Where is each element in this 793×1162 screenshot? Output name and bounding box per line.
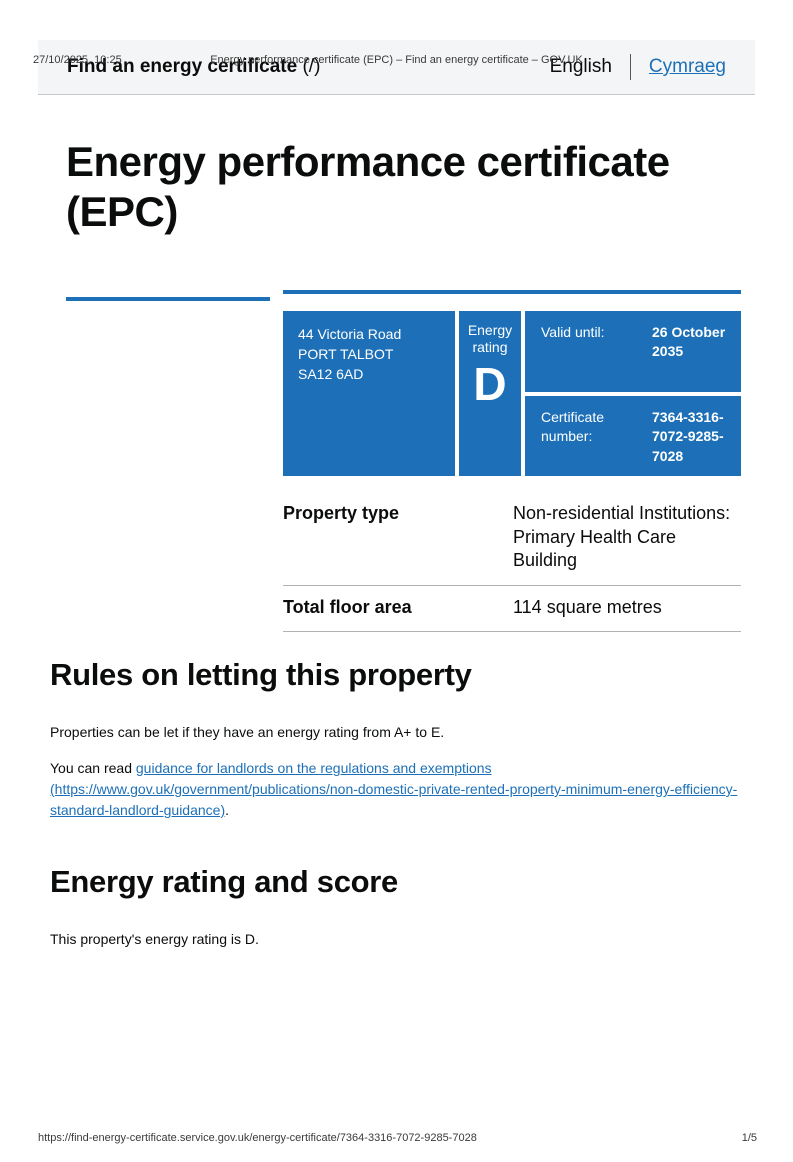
address-line-1: 44 Victoria Road <box>298 325 402 342</box>
property-facts-table: Property type Non-residential Institutio… <box>283 492 741 632</box>
summary-area: 44 Victoria Road PORT TALBOT SA12 6AD En… <box>66 289 755 632</box>
contents-column <box>66 290 270 632</box>
score-paragraph: This property's energy rating is D. <box>50 931 259 948</box>
property-type-label: Property type <box>283 503 400 524</box>
print-header: 27/10/2025, 10:25 Energy performance cer… <box>33 54 760 68</box>
service-name-label: Find an energy certificate <box>67 56 298 77</box>
certificate-number-row: Certificate number: 7364-3316-7072-9285-… <box>525 395 741 477</box>
language-divider <box>629 54 631 80</box>
contents-top-rule <box>66 296 270 301</box>
print-footer-url: https://find-energy-certificate.service.… <box>38 1132 477 1144</box>
service-name-href-note: (/) <box>302 56 321 77</box>
table-row: Property type Non-residential Institutio… <box>283 492 741 586</box>
language-cymraeg-link[interactable]: Cymraeg <box>648 56 726 77</box>
service-header: Find an energy certificate (/) English C… <box>38 40 755 95</box>
rules-paragraph-2: You can read guidance for landlords on t… <box>50 758 742 821</box>
print-document-title: Energy performance certificate (EPC) – F… <box>210 54 583 66</box>
service-name-link[interactable]: Find an energy certificate (/) <box>67 56 320 78</box>
table-row: Total floor area 114 square metres <box>283 586 741 632</box>
address-line-2: PORT TALBOT <box>298 346 394 363</box>
certificate-summary-box: 44 Victoria Road PORT TALBOT SA12 6AD En… <box>283 310 741 477</box>
property-type-value: Non-residential Institutions: Primary He… <box>513 503 731 571</box>
certificate-number-value: 7364-3316-7072-9285-7028 <box>652 408 724 464</box>
valid-until-row: Valid until: 26 October 2035 <box>525 310 741 392</box>
rules-section-heading: Rules on letting this property <box>50 656 472 692</box>
landlord-guidance-link[interactable]: guidance for landlords on the regulation… <box>50 760 738 818</box>
certificate-address: 44 Victoria Road PORT TALBOT SA12 6AD <box>283 310 455 477</box>
energy-rating-label: Energy rating <box>467 321 513 356</box>
energy-rating-value: D <box>473 357 507 410</box>
total-floor-area-value: 114 square metres <box>513 596 662 617</box>
rules-on-letting-section: Rules on letting this property Propertie… <box>50 656 742 821</box>
score-section-heading: Energy rating and score <box>50 864 398 899</box>
language-switch: English Cymraeg <box>550 54 726 80</box>
energy-rating-and-score-section: Energy rating and score This property's … <box>50 864 742 950</box>
valid-until-label: Valid until: <box>541 323 605 340</box>
certificate-summary-column: 44 Victoria Road PORT TALBOT SA12 6AD En… <box>283 289 741 632</box>
total-floor-area-label: Total floor area <box>283 596 412 617</box>
main-content: Energy performance certificate (EPC) 44 … <box>38 137 755 950</box>
language-current-label: English <box>549 56 612 77</box>
print-datetime: 27/10/2025, 10:25 <box>33 54 122 66</box>
page-title: Energy performance certificate (EPC) <box>66 138 670 236</box>
valid-until-value: 26 October 2035 <box>652 323 726 360</box>
energy-rating-cell: Energy rating D <box>459 310 521 477</box>
print-page-indicator: 1/5 <box>741 1132 757 1144</box>
address-line-3: SA12 6AD <box>298 366 364 383</box>
rules-paragraph-2-suffix: . <box>225 802 229 818</box>
rules-paragraph-2-prefix: You can read <box>50 760 136 776</box>
certificate-number-label: Certificate number: <box>541 408 605 445</box>
rules-paragraph-1: Properties can be let if they have an en… <box>50 724 445 740</box>
certificate-details: Valid until: 26 October 2035 Certificate… <box>525 310 741 477</box>
print-footer: https://find-energy-certificate.service.… <box>38 1132 757 1144</box>
